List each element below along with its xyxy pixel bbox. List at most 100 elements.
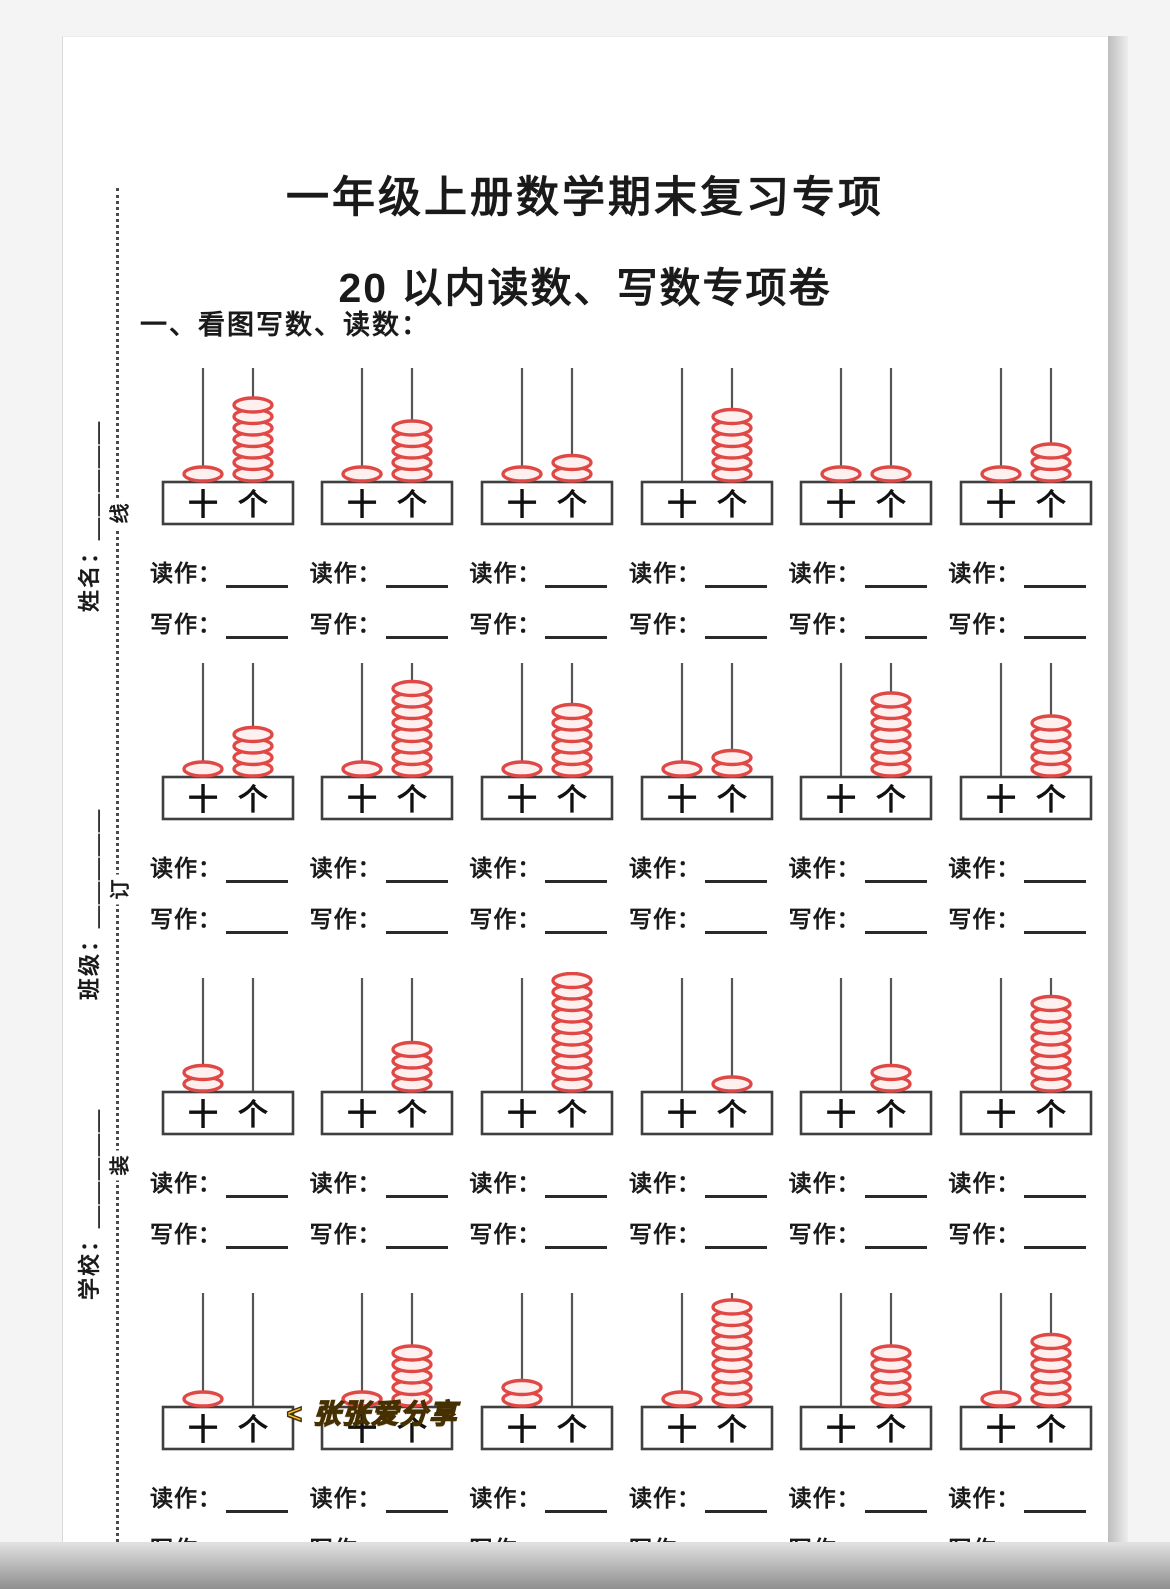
abacus-row: 十个读作：写作：十个读作：写作：十个读作：写作：十个读作：写作：十个读作：写作：… bbox=[148, 1287, 1106, 1581]
read-as-line: 读作： bbox=[469, 554, 608, 588]
binding-char-staple: 订 bbox=[100, 874, 136, 905]
ones-bead bbox=[870, 1063, 913, 1082]
write-as-label: 写作： bbox=[150, 1221, 222, 1247]
read-as-line: 读作： bbox=[469, 1479, 608, 1513]
page-subtitle: 20 以内读数、写数专项卷 bbox=[338, 265, 832, 312]
read-as-blank bbox=[385, 862, 448, 883]
abacus-base-box bbox=[321, 1090, 454, 1136]
write-as-line: 写作： bbox=[310, 900, 448, 934]
ones-symbol: 个 bbox=[876, 784, 907, 817]
read-as-line: 读作： bbox=[310, 554, 448, 588]
write-as-blank bbox=[385, 913, 448, 934]
tens-symbol: 十 bbox=[986, 784, 1016, 817]
abacus-row: 十个读作：写作：十个读作：写作：十个读作：写作：十个读作：写作：十个读作：写作：… bbox=[148, 972, 1106, 1266]
abacus-figure: 十个 bbox=[161, 368, 295, 526]
write-as-line: 写作： bbox=[469, 900, 608, 934]
abacus-base-box bbox=[640, 1405, 774, 1451]
ones-symbol: 个 bbox=[397, 1099, 428, 1132]
write-as-label: 写作： bbox=[469, 1221, 542, 1247]
tens-bead bbox=[182, 760, 224, 778]
binding-char-bind: 装 bbox=[100, 1150, 136, 1181]
abacus-figure: 十个 bbox=[959, 368, 1093, 526]
read-as-line: 读作： bbox=[629, 554, 767, 588]
read-as-label: 读作： bbox=[629, 1485, 701, 1511]
abacus-problem: 十个读作：写作： bbox=[467, 972, 627, 1266]
read-as-blank bbox=[1024, 862, 1087, 883]
page-title: 一年级上册数学期末复习专项 bbox=[286, 173, 884, 222]
write-as-line: 写作： bbox=[948, 900, 1087, 934]
abacus-base-box bbox=[640, 1090, 774, 1136]
write-as-line: 写作： bbox=[948, 605, 1087, 639]
write-as-line: 写作： bbox=[629, 1215, 767, 1249]
write-as-label: 写作： bbox=[788, 906, 861, 932]
abacus-problem: 十个读作：写作： bbox=[148, 362, 308, 656]
write-as-label: 写作： bbox=[150, 906, 222, 932]
abacus-figure: 十个 bbox=[640, 663, 774, 821]
ones-bead bbox=[551, 453, 593, 472]
tens-symbol: 十 bbox=[507, 489, 537, 522]
write-as-line: 写作： bbox=[150, 1215, 288, 1249]
read-as-label: 读作： bbox=[150, 1170, 222, 1196]
tens-symbol: 十 bbox=[667, 489, 697, 522]
write-as-blank bbox=[1024, 618, 1087, 639]
read-as-blank bbox=[864, 567, 927, 588]
write-as-line: 写作： bbox=[789, 605, 927, 639]
read-as-blank bbox=[545, 1177, 608, 1198]
read-as-label: 读作： bbox=[309, 1485, 382, 1511]
read-as-blank bbox=[705, 862, 767, 883]
ones-bead bbox=[1030, 442, 1072, 460]
abacus-base-box bbox=[321, 1405, 454, 1451]
abacus-problem: 十个读作：写作： bbox=[467, 362, 627, 656]
read-as-line: 读作： bbox=[150, 849, 288, 883]
ones-symbol: 个 bbox=[397, 784, 428, 817]
abacus-row: 十个读作：写作：十个读作：写作：十个读作：写作：十个读作：写作：十个读作：写作：… bbox=[148, 657, 1106, 951]
ones-bead bbox=[391, 419, 434, 437]
read-as-blank bbox=[864, 1492, 927, 1513]
read-as-line: 读作： bbox=[469, 1164, 608, 1198]
tens-symbol: 十 bbox=[347, 1414, 377, 1447]
write-as-blank bbox=[385, 1228, 448, 1249]
abacus-figure: 十个 bbox=[480, 1293, 614, 1451]
read-as-label: 读作： bbox=[948, 560, 1021, 586]
ones-symbol: 个 bbox=[238, 489, 269, 522]
abacus-figure: 十个 bbox=[959, 663, 1093, 821]
ones-bead bbox=[391, 679, 434, 698]
tens-bead bbox=[182, 1390, 224, 1408]
ones-bead bbox=[391, 1344, 434, 1362]
read-as-label: 读作： bbox=[469, 1170, 542, 1196]
ones-symbol: 个 bbox=[717, 1099, 748, 1132]
write-as-line: 写作： bbox=[469, 605, 608, 639]
abacus-problem: 十个读作：写作： bbox=[467, 657, 627, 951]
student-class-field: 班级：＿＿＿＿＿ bbox=[77, 807, 102, 1000]
read-as-label: 读作： bbox=[629, 855, 701, 881]
tens-symbol: 十 bbox=[826, 1099, 856, 1132]
write-as-label: 写作： bbox=[788, 611, 861, 637]
read-as-line: 读作： bbox=[789, 849, 927, 883]
read-as-label: 读作： bbox=[309, 855, 382, 881]
abacus-problem: 十个读作：写作： bbox=[787, 362, 947, 656]
write-as-label: 写作： bbox=[309, 906, 382, 932]
write-as-blank bbox=[864, 618, 927, 639]
abacus-base-box bbox=[959, 1090, 1093, 1136]
write-as-label: 写作： bbox=[948, 906, 1021, 932]
read-as-blank bbox=[864, 1177, 927, 1198]
abacus-problem: 十个读作：写作： bbox=[148, 972, 308, 1266]
abacus-base-box bbox=[480, 1405, 614, 1451]
ones-symbol: 个 bbox=[1036, 784, 1067, 817]
read-as-line: 读作： bbox=[150, 1479, 288, 1513]
read-as-blank bbox=[385, 567, 448, 588]
abacus-figure: 十个 bbox=[959, 1293, 1093, 1451]
abacus-figure: 十个 bbox=[321, 663, 454, 821]
read-as-label: 读作： bbox=[469, 1485, 542, 1511]
write-as-line: 写作： bbox=[948, 1215, 1087, 1249]
abacus-problem: 十个读作： 写作： bbox=[308, 657, 468, 951]
abacus-base-box bbox=[800, 1090, 933, 1136]
abacus-figure: 十个 bbox=[800, 1293, 933, 1451]
abacus-problem: 十个读作：写作： bbox=[627, 362, 787, 656]
abacus-base-box bbox=[959, 480, 1093, 526]
abacus-figure: 十个 bbox=[321, 978, 454, 1136]
